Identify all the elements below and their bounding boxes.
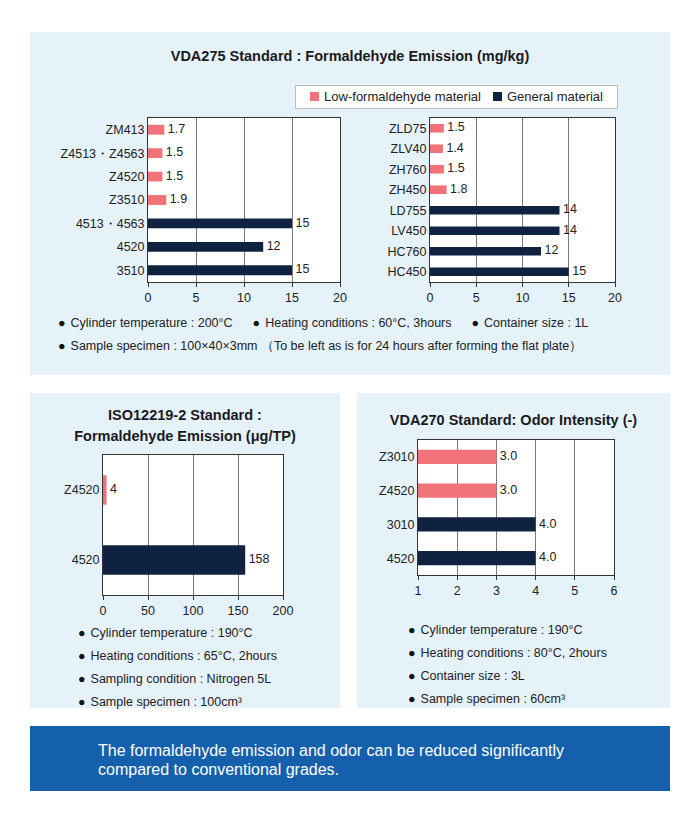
svg-text:20: 20 <box>333 291 347 305</box>
svg-text:0: 0 <box>145 291 152 305</box>
svg-text:ZH450: ZH450 <box>389 183 427 197</box>
svg-text:1.5: 1.5 <box>162 169 183 183</box>
html-text:The formaldehyde emission and: The formaldehyde emission and odor can b… <box>98 742 564 778</box>
svg-text:10: 10 <box>516 291 530 305</box>
svg-text:14: 14 <box>560 223 577 237</box>
html-text:VDA270 Standard: Odor Intensit: VDA270 Standard: Odor Intensity (-) <box>389 412 638 428</box>
html-text:Container size : 1L: Container size : 1L <box>484 316 589 330</box>
svg-text:ZH760: ZH760 <box>389 163 427 177</box>
svg-text:158: 158 <box>245 552 269 566</box>
svg-text:4: 4 <box>532 584 539 598</box>
html-text:Sampling condition : Nitrogen: Sampling condition : Nitrogen 5L <box>90 672 272 686</box>
html-text:Container size : 3L: Container size : 3L <box>420 669 525 683</box>
svg-text:150: 150 <box>228 604 249 618</box>
svg-text:1.5: 1.5 <box>444 161 465 175</box>
html-text:Sample specimen : 100cm³: Sample specimen : 100cm³ <box>90 695 242 709</box>
html-text:Sample specimen : 100×40×3mm （: Sample specimen : 100×40×3mm （To be left… <box>70 339 583 353</box>
svg-text:3010: 3010 <box>387 518 415 532</box>
svg-text:1.5: 1.5 <box>444 120 465 134</box>
svg-text:2: 2 <box>454 584 461 598</box>
svg-text:1: 1 <box>415 584 422 598</box>
html-text:Cylinder temperature : 190°C: Cylinder temperature : 190°C <box>90 626 253 640</box>
svg-text:3510: 3510 <box>117 264 145 278</box>
svg-text:4513・4563: 4513・4563 <box>76 217 145 231</box>
svg-text:4.0: 4.0 <box>536 550 557 564</box>
svg-text:20: 20 <box>608 291 622 305</box>
svg-text:4.0: 4.0 <box>536 517 557 531</box>
svg-text:3.0: 3.0 <box>496 449 517 463</box>
html-text:General material: General material <box>506 89 603 104</box>
svg-text:50: 50 <box>141 604 155 618</box>
svg-text:12: 12 <box>263 239 280 253</box>
svg-text:15: 15 <box>562 291 576 305</box>
svg-text:HC450: HC450 <box>388 265 427 279</box>
svg-text:LV450: LV450 <box>391 224 426 238</box>
html-text:Heating conditions : 80°C, 2ho: Heating conditions : 80°C, 2hours <box>420 646 607 660</box>
svg-text:15: 15 <box>292 262 309 276</box>
svg-text:Z4520: Z4520 <box>379 484 414 498</box>
html-text:VDA275 Standard : Formaldehyde: VDA275 Standard : Formaldehyde Emission … <box>170 48 530 64</box>
html-text:ISO12219-2 Standard :: ISO12219-2 Standard : <box>108 407 262 423</box>
svg-text:12: 12 <box>541 243 558 257</box>
html-text:Heating conditions : 60°C, 3ho: Heating conditions : 60°C, 3hours <box>265 316 452 330</box>
svg-text:4520: 4520 <box>72 553 100 567</box>
svg-text:4520: 4520 <box>117 240 145 254</box>
html-text:Heating conditions : 65°C, 2ho: Heating conditions : 65°C, 2hours <box>90 649 277 663</box>
svg-text:15: 15 <box>569 264 586 278</box>
svg-text:15: 15 <box>292 216 309 230</box>
svg-text:100: 100 <box>183 604 204 618</box>
svg-text:ZLD75: ZLD75 <box>389 122 427 136</box>
svg-text:3.0: 3.0 <box>496 483 517 497</box>
svg-text:4: 4 <box>107 482 117 496</box>
html-text:Cylinder temperature : 200°C: Cylinder temperature : 200°C <box>70 316 233 330</box>
svg-text:1.7: 1.7 <box>164 122 185 136</box>
svg-text:1.5: 1.5 <box>162 145 183 159</box>
svg-text:Z4520: Z4520 <box>109 170 144 184</box>
svg-text:LD755: LD755 <box>390 204 427 218</box>
html-text:Low-formaldehyde material: Low-formaldehyde material <box>324 89 481 104</box>
svg-text:5: 5 <box>473 291 480 305</box>
svg-text:0: 0 <box>100 604 107 618</box>
svg-text:15: 15 <box>285 291 299 305</box>
svg-text:0: 0 <box>427 291 434 305</box>
svg-text:10: 10 <box>237 291 251 305</box>
html-text:Sample specimen : 60cm³: Sample specimen : 60cm³ <box>420 692 566 706</box>
svg-text:200: 200 <box>273 604 294 618</box>
svg-text:Z4520: Z4520 <box>64 483 99 497</box>
svg-text:1.4: 1.4 <box>443 141 464 155</box>
svg-text:HC760: HC760 <box>388 245 427 259</box>
svg-text:3: 3 <box>493 584 500 598</box>
html-text:Cylinder temperature : 190°C: Cylinder temperature : 190°C <box>420 623 583 637</box>
svg-text:14: 14 <box>560 202 577 216</box>
svg-text:1.8: 1.8 <box>447 182 468 196</box>
svg-text:ZM413: ZM413 <box>106 123 145 137</box>
svg-text:ZLV40: ZLV40 <box>391 142 427 156</box>
svg-text:Z3510: Z3510 <box>109 193 144 207</box>
svg-text:Z3010: Z3010 <box>379 450 414 464</box>
svg-text:5: 5 <box>571 584 578 598</box>
svg-text:Z4513・Z4563: Z4513・Z4563 <box>61 147 145 161</box>
svg-text:1.9: 1.9 <box>166 192 187 206</box>
html-text:Formaldehyde Emission (μg/TP): Formaldehyde Emission (μg/TP) <box>74 428 296 444</box>
svg-text:4520: 4520 <box>387 552 415 566</box>
svg-text:5: 5 <box>193 291 200 305</box>
svg-text:6: 6 <box>611 584 618 598</box>
